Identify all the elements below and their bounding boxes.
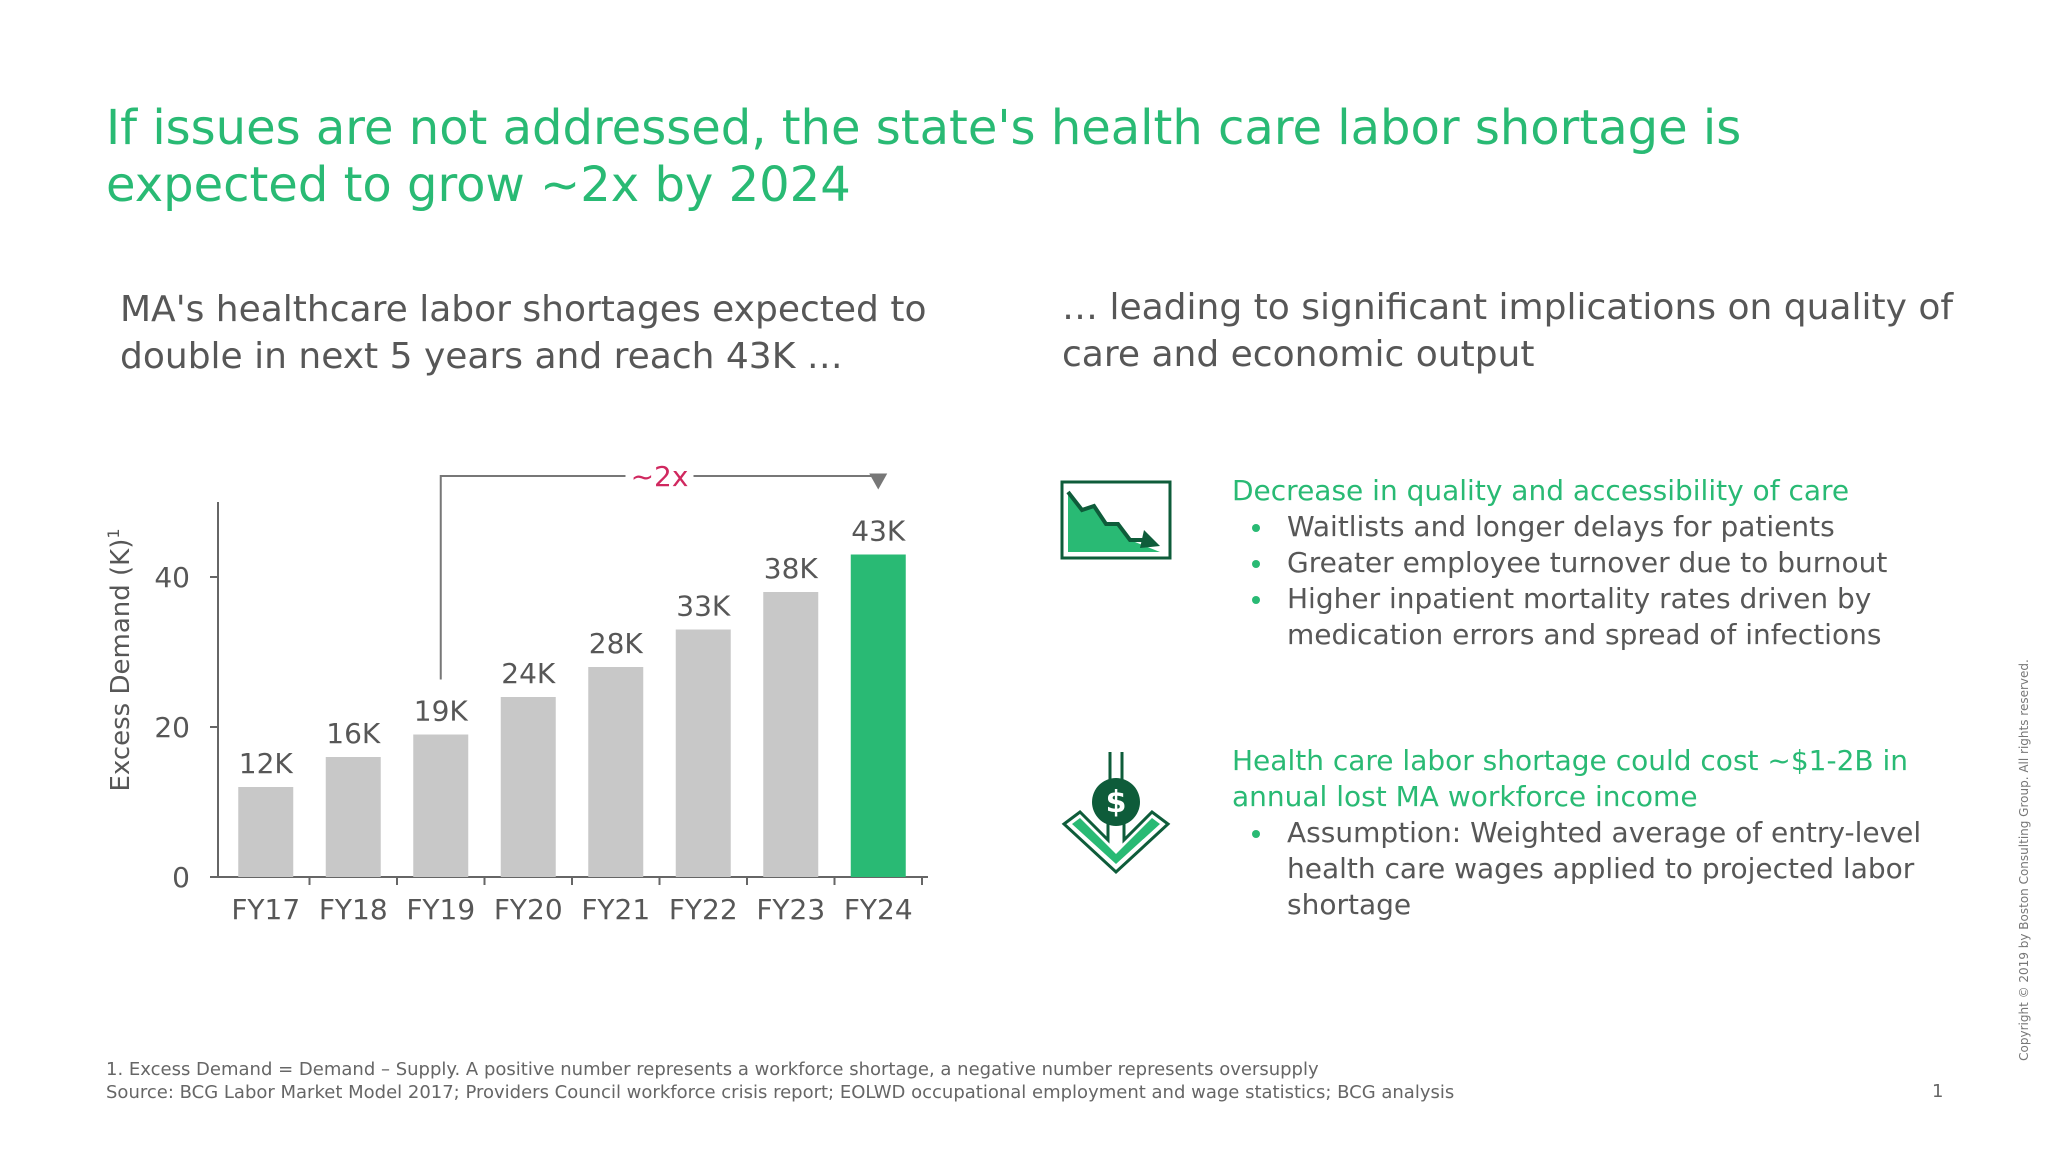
data-label: 28K [589, 627, 644, 660]
annotation-bracket-right [693, 475, 880, 477]
x-tick-label: FY21 [581, 893, 650, 926]
footnote: 1. Excess Demand = Demand – Supply. A po… [106, 1059, 1319, 1080]
implication-quality: Decrease in quality and accessibility of… [1232, 473, 1932, 653]
implication-income: Health care labor shortage could cost ~$… [1232, 743, 1932, 923]
data-label: 16K [326, 717, 381, 750]
svg-text:$: $ [1106, 785, 1127, 820]
y-tick-label: 40 [154, 561, 190, 594]
bar-fy19 [413, 734, 469, 877]
data-label: 38K [764, 552, 819, 585]
copyright-notice: Copyright © 2019 by Boston Consulting Gr… [2017, 659, 2031, 1061]
x-tick-label: FY24 [844, 893, 913, 926]
data-label: 19K [414, 695, 469, 728]
bar-fy21 [588, 667, 644, 877]
data-label: 24K [501, 657, 556, 690]
implication-income-bullets: Assumption: Weighted average of entry-le… [1232, 815, 1932, 923]
x-tick-label: FY23 [756, 893, 825, 926]
source-note: Source: BCG Labor Market Model 2017; Pro… [106, 1082, 1455, 1103]
footnotes: 1. Excess Demand = Demand – Supply. A po… [106, 1058, 1454, 1104]
data-label: 43K [851, 515, 906, 548]
page-number: 1 [1932, 1081, 1944, 1102]
annotation-arrowhead [869, 473, 888, 490]
x-tick-label: FY20 [494, 893, 563, 926]
left-subtitle: MA's healthcare labor shortages expected… [120, 289, 927, 377]
list-item: Waitlists and longer delays for patients [1232, 509, 1932, 545]
slide-title: If issues are not addressed, the state's… [106, 100, 1742, 213]
x-tick-label: FY22 [669, 893, 738, 926]
dollar-decrease-icon: $ [1061, 752, 1171, 875]
annotation-bracket-left [439, 475, 626, 680]
x-tick-label: FY19 [406, 893, 475, 926]
bar-fy23 [763, 592, 819, 877]
bar-fy17 [238, 787, 294, 877]
bar-fy24 [850, 554, 906, 877]
list-item: Assumption: Weighted average of entry-le… [1232, 815, 1932, 923]
implication-quality-bullets: Waitlists and longer delays for patients… [1232, 509, 1932, 653]
list-item: Higher inpatient mortality rates driven … [1232, 581, 1932, 653]
y-tick-label: 20 [154, 711, 190, 744]
bar-fy18 [325, 757, 381, 877]
chart-decline-icon [1060, 480, 1172, 560]
bar-fy20 [500, 697, 556, 877]
y-tick-label: 0 [172, 861, 190, 894]
list-item: Greater employee turnover due to burnout [1232, 545, 1932, 581]
y-axis-title: Excess Demand (K)1 [104, 528, 136, 792]
implication-quality-heading: Decrease in quality and accessibility of… [1232, 474, 1850, 507]
implication-income-heading: Health care labor shortage could cost ~$… [1232, 744, 1909, 813]
x-tick-label: FY18 [319, 893, 388, 926]
data-label: 33K [676, 590, 731, 623]
x-tick-label: FY17 [231, 893, 300, 926]
bar-fy22 [675, 629, 731, 877]
data-label: 12K [239, 747, 294, 780]
right-subtitle: … leading to significant implications on… [1062, 287, 1954, 375]
annotation-label: ~2x [631, 460, 689, 493]
